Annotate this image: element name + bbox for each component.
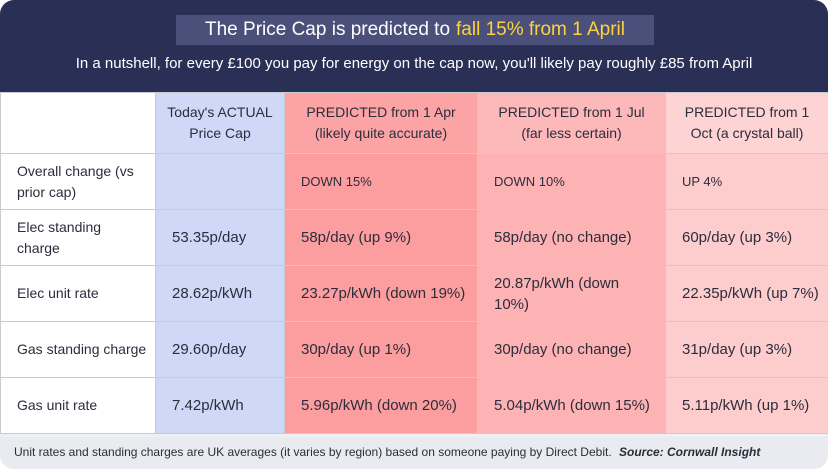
title-highlight-text: fall 15% from 1 April: [456, 19, 625, 40]
page-title: The Price Cap is predicted to fall 15% f…: [176, 15, 654, 45]
row-label: Gas unit rate: [0, 377, 156, 434]
column-header-oct: PREDICTED from 1 Oct (a crystal ball): [665, 92, 828, 154]
table-row: Overall change (vs prior cap) DOWN 15% D…: [0, 153, 828, 210]
cell-oct: 60p/day (up 3%): [665, 209, 828, 266]
cell-apr: 23.27p/kWh (down 19%): [284, 265, 478, 322]
row-label: Gas standing charge: [0, 321, 156, 378]
row-label: Elec standing charge: [0, 209, 156, 266]
header-banner: The Price Cap is predicted to fall 15% f…: [0, 0, 828, 92]
table-row: Elec standing charge 53.35p/day 58p/day …: [0, 209, 828, 266]
row-label: Elec unit rate: [0, 265, 156, 322]
cell-today: 29.60p/day: [155, 321, 285, 378]
title-main-text: The Price Cap is predicted to: [205, 19, 451, 40]
table-row: Gas unit rate 7.42p/kWh 5.96p/kWh (down …: [0, 377, 828, 434]
footer-note-text: Unit rates and standing charges are UK a…: [14, 445, 612, 459]
cell-today: 28.62p/kWh: [155, 265, 285, 322]
cell-oct: 22.35p/kWh (up 7%): [665, 265, 828, 322]
footer-note: Unit rates and standing charges are UK a…: [0, 437, 828, 469]
table-row: Elec unit rate 28.62p/kWh 23.27p/kWh (do…: [0, 265, 828, 322]
cell-oct: UP 4%: [665, 153, 828, 210]
table-row: Gas standing charge 29.60p/day 30p/day (…: [0, 321, 828, 378]
cell-apr: 30p/day (up 1%): [284, 321, 478, 378]
cell-oct: 31p/day (up 3%): [665, 321, 828, 378]
cell-today: [155, 153, 285, 210]
cell-jul: 58p/day (no change): [477, 209, 666, 266]
cell-today: 7.42p/kWh: [155, 377, 285, 434]
cell-apr: DOWN 15%: [284, 153, 478, 210]
cell-apr: 58p/day (up 9%): [284, 209, 478, 266]
cell-today: 53.35p/day: [155, 209, 285, 266]
cell-oct: 5.11p/kWh (up 1%): [665, 377, 828, 434]
cell-apr: 5.96p/kWh (down 20%): [284, 377, 478, 434]
cell-jul: 30p/day (no change): [477, 321, 666, 378]
price-cap-table: Today's ACTUAL Price Cap PREDICTED from …: [0, 92, 828, 434]
footer-source: Source: Cornwall Insight: [619, 445, 761, 459]
cell-jul: 5.04p/kWh (down 15%): [477, 377, 666, 434]
column-header-jul: PREDICTED from 1 Jul (far less certain): [477, 92, 666, 154]
column-header-apr: PREDICTED from 1 Apr (likely quite accur…: [284, 92, 478, 154]
cell-jul: 20.87p/kWh (down 10%): [477, 265, 666, 322]
column-header-blank: [0, 92, 156, 154]
row-label: Overall change (vs prior cap): [0, 153, 156, 210]
column-header-today: Today's ACTUAL Price Cap: [155, 92, 285, 154]
table-header-row: Today's ACTUAL Price Cap PREDICTED from …: [0, 92, 828, 154]
page-subtitle: In a nutshell, for every £100 you pay fo…: [75, 55, 753, 72]
cell-jul: DOWN 10%: [477, 153, 666, 210]
